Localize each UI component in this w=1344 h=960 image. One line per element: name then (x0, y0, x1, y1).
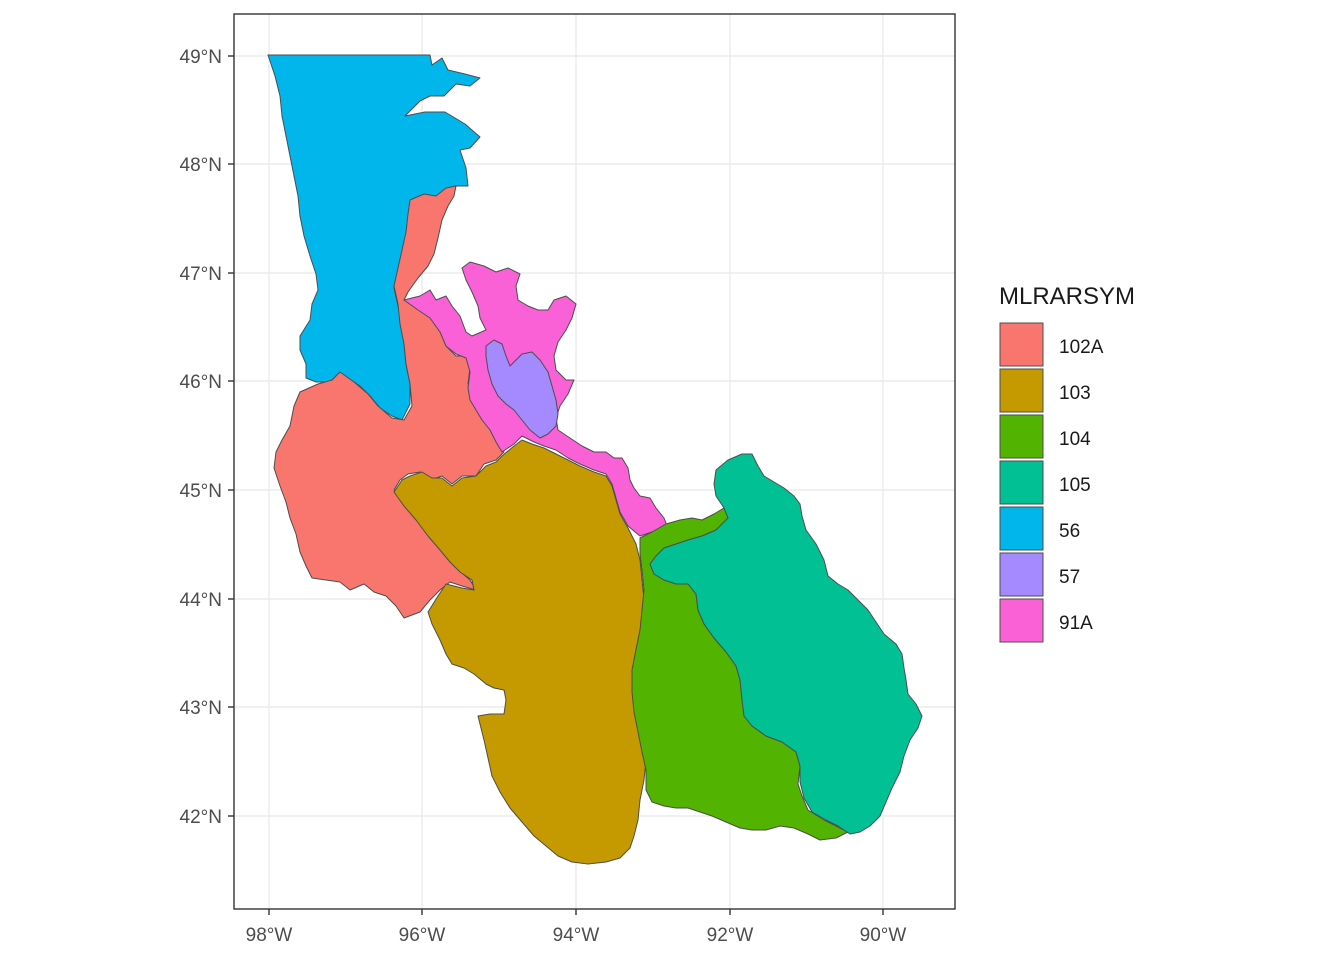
y-tick-label: 42°N (180, 807, 222, 828)
legend-swatch-102A (999, 322, 1044, 367)
y-tick-label: 48°N (180, 155, 222, 176)
x-tick-label: 94°W (553, 925, 600, 946)
x-tick-label: 96°W (399, 925, 446, 946)
x-axis-labels: 98°W 96°W 94°W 92°W 90°W (246, 925, 907, 946)
legend-label-104: 104 (1059, 429, 1091, 450)
legend: MLRARSYM 102A 103 104 105 56 57 91A (999, 283, 1135, 643)
region-57 (485, 339, 559, 439)
region-105 (649, 453, 923, 835)
y-tick-label: 46°N (180, 372, 222, 393)
legend-swatch-56 (999, 506, 1044, 551)
legend-swatch-104 (999, 414, 1044, 459)
legend-label-105: 105 (1059, 475, 1091, 496)
y-tick-label: 47°N (180, 264, 222, 285)
legend-swatch-103 (999, 368, 1044, 413)
legend-label-57: 57 (1059, 567, 1080, 588)
legend-swatch-105 (999, 460, 1044, 505)
y-tick-label: 43°N (180, 698, 222, 719)
x-tick-label: 92°W (707, 925, 754, 946)
y-tick-label: 44°N (180, 590, 222, 611)
region-103 (393, 439, 647, 865)
axis-ticks (228, 55, 884, 915)
x-tick-label: 98°W (246, 925, 293, 946)
legend-label-102A: 102A (1059, 337, 1104, 358)
x-tick-label: 90°W (860, 925, 907, 946)
y-tick-label: 45°N (180, 481, 222, 502)
y-axis-labels: 49°N 48°N 47°N 46°N 45°N 44°N 43°N 42°N (180, 47, 222, 828)
legend-label-103: 103 (1059, 383, 1091, 404)
legend-swatch-91A (999, 598, 1044, 643)
y-tick-label: 49°N (180, 47, 222, 68)
legend-swatch-57 (999, 552, 1044, 597)
map-regions (267, 54, 923, 865)
legend-label-56: 56 (1059, 521, 1080, 542)
legend-label-91A: 91A (1059, 613, 1093, 634)
panel-border (233, 13, 956, 910)
legend-title: MLRARSYM (999, 283, 1135, 310)
